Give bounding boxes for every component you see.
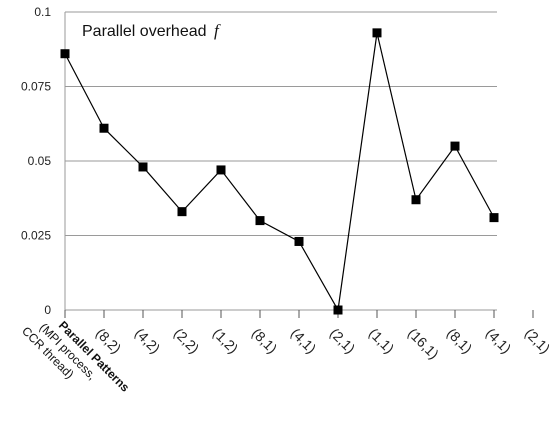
y-tick-label: 0.05 (28, 154, 52, 168)
x-tick-label: (16,1) (405, 325, 442, 362)
chart-title: Parallel overhead f (82, 21, 221, 40)
x-tick-label: (4,1) (483, 325, 515, 357)
chart-title-text: Parallel overhead (82, 23, 207, 40)
y-tick-label: 0.075 (21, 80, 51, 94)
x-tick-label: (1,1) (366, 325, 398, 357)
x-axis: (8,2) (4,2) (2,2) (1,2) (8,1) (4,1) (2,1) (1,1)… (64, 310, 554, 362)
x-tick-label: (4,1) (288, 325, 320, 357)
grid-lines (64, 11, 497, 311)
data-point (489, 213, 499, 223)
y-tick-label: 0 (44, 303, 51, 317)
y-axis: 0 0.025 0.05 0.075 0.1 (21, 5, 51, 317)
data-point (255, 216, 265, 226)
data-point (411, 195, 421, 205)
chart-title-symbol: f (214, 21, 221, 40)
data-point (138, 162, 148, 172)
data-point (372, 28, 382, 38)
x-tick-label: (8,1) (444, 325, 476, 357)
y-tick-label: 0.025 (21, 229, 51, 243)
x-tick-label: (2,2) (171, 325, 203, 357)
series-path (64, 32, 495, 312)
data-point (450, 141, 460, 151)
x-tick-label: (2,1) (522, 325, 554, 357)
data-point (60, 49, 70, 59)
data-point (333, 305, 343, 315)
series-line (60, 28, 499, 315)
data-point (216, 165, 226, 175)
data-point (99, 123, 109, 133)
y-tick-label: 0.1 (34, 5, 51, 19)
x-tick-label: (4,2) (132, 325, 164, 357)
data-point (177, 207, 187, 217)
x-axis-label: Parallel Patterns (MPI process, CCR thre… (19, 318, 132, 395)
x-tick-label: (2,1) (327, 325, 359, 357)
data-point (294, 236, 304, 246)
x-tick-label: (1,2) (210, 325, 242, 357)
x-tick-label: (8,1) (249, 325, 281, 357)
